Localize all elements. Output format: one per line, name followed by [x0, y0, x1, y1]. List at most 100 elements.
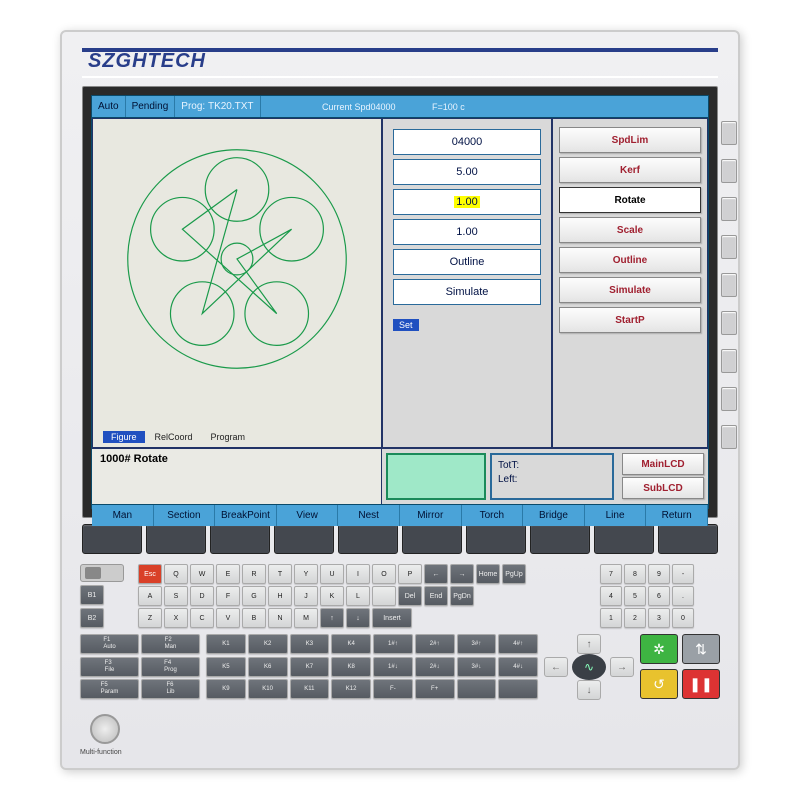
side-btn-8[interactable] [721, 387, 737, 411]
side-btn-3[interactable] [721, 197, 737, 221]
key-pgdn[interactable]: PgDn [450, 586, 474, 606]
btn-outline[interactable]: Outline [559, 247, 701, 273]
func-F-[interactable]: F- [373, 679, 413, 699]
macro-K8[interactable]: K8 [331, 657, 371, 677]
fkey-view[interactable]: View [277, 505, 339, 526]
key-o[interactable]: O [372, 564, 396, 584]
key-i[interactable]: I [346, 564, 370, 584]
key-q[interactable]: Q [164, 564, 188, 584]
key-k[interactable]: K [320, 586, 344, 606]
macro-K3[interactable]: K3 [290, 634, 330, 654]
fkey-bridge[interactable]: Bridge [523, 505, 585, 526]
hw-f6[interactable] [402, 524, 462, 554]
dpad-up[interactable]: ↑ [577, 634, 601, 654]
hw-f3[interactable] [210, 524, 270, 554]
numkey-2[interactable]: 2 [624, 608, 646, 628]
btn-spdlim[interactable]: SpdLim [559, 127, 701, 153]
menukey-param[interactable]: F5 Param [80, 679, 139, 699]
macro-K7[interactable]: K7 [290, 657, 330, 677]
key-down[interactable]: ↓ [346, 608, 370, 628]
key-f[interactable]: F [216, 586, 240, 606]
btn-stop[interactable]: ❚❚ [682, 669, 720, 699]
macro-K4[interactable]: K4 [331, 634, 371, 654]
key-z[interactable]: Z [138, 608, 162, 628]
key-c[interactable]: C [190, 608, 214, 628]
hw-f5[interactable] [338, 524, 398, 554]
key-u[interactable]: U [320, 564, 344, 584]
numkey-0[interactable]: 0 [672, 608, 694, 628]
menukey-man[interactable]: F2 Man [141, 634, 200, 654]
numkey-7[interactable]: 7 [600, 564, 622, 584]
macro-K1[interactable]: K1 [206, 634, 246, 654]
key-j[interactable]: J [294, 586, 318, 606]
key-m[interactable]: M [294, 608, 318, 628]
key-left[interactable]: ← [424, 564, 448, 584]
numkey-9[interactable]: 9 [648, 564, 670, 584]
key-t[interactable]: T [268, 564, 292, 584]
hw-f2[interactable] [146, 524, 206, 554]
numkey-8[interactable]: 8 [624, 564, 646, 584]
key-up[interactable]: ↑ [320, 608, 344, 628]
tab-relcoord[interactable]: RelCoord [147, 431, 201, 443]
side-btn-5[interactable] [721, 273, 737, 297]
numkey-4[interactable]: 4 [600, 586, 622, 606]
func-2#↓[interactable]: 2#↓ [415, 657, 455, 677]
[interactable] [498, 679, 538, 699]
[interactable] [457, 679, 497, 699]
btn-startp[interactable]: StartP [559, 307, 701, 333]
dpad-right[interactable]: → [610, 657, 634, 677]
func-1#↓[interactable]: 1#↓ [373, 657, 413, 677]
key-end[interactable]: End [424, 586, 448, 606]
key-g[interactable]: G [242, 586, 266, 606]
fkey-breakpoint[interactable]: BreakPoint [215, 505, 277, 526]
side-btn-2[interactable] [721, 159, 737, 183]
macro-K5[interactable]: K5 [206, 657, 246, 677]
key-h[interactable]: H [268, 586, 292, 606]
func-1#↑[interactable]: 1#↑ [373, 634, 413, 654]
btn-scale[interactable]: Scale [559, 217, 701, 243]
side-btn-7[interactable] [721, 349, 737, 373]
key-x[interactable]: X [164, 608, 188, 628]
macro-K10[interactable]: K10 [248, 679, 288, 699]
func-F+[interactable]: F+ [415, 679, 455, 699]
dpad-center[interactable]: ∿ [572, 654, 606, 680]
key-a[interactable]: A [138, 586, 162, 606]
func-3#↓[interactable]: 3#↓ [457, 657, 497, 677]
key-n[interactable]: N [268, 608, 292, 628]
fkey-torch[interactable]: Torch [462, 505, 524, 526]
key-d[interactable]: D [190, 586, 214, 606]
menukey-prog[interactable]: F4 Prog [141, 657, 200, 677]
key-p[interactable]: P [398, 564, 422, 584]
func-4#↓[interactable]: 4#↓ [498, 657, 538, 677]
hw-f7[interactable] [466, 524, 526, 554]
multifunction-knob[interactable] [90, 714, 120, 744]
key-esc[interactable]: Esc [138, 564, 162, 584]
dpad-left[interactable]: ← [544, 657, 568, 677]
fkey-nest[interactable]: Nest [338, 505, 400, 526]
key-w[interactable]: W [190, 564, 214, 584]
key-right[interactable]: → [450, 564, 474, 584]
macro-K6[interactable]: K6 [248, 657, 288, 677]
numkey-6[interactable]: 6 [648, 586, 670, 606]
macro-K9[interactable]: K9 [206, 679, 246, 699]
btn-simulate[interactable]: Simulate [559, 277, 701, 303]
dpad-down[interactable]: ↓ [577, 680, 601, 700]
feed-slider[interactable] [80, 564, 124, 582]
fkey-return[interactable]: Return [646, 505, 708, 526]
key-home[interactable]: Home [476, 564, 500, 584]
side-btn-9[interactable] [721, 425, 737, 449]
hw-f9[interactable] [594, 524, 654, 554]
btn-aux[interactable]: ⇅ [682, 634, 720, 664]
[interactable] [372, 586, 396, 606]
numkey-1[interactable]: 1 [600, 608, 622, 628]
key-b[interactable]: B [242, 608, 266, 628]
func-2#↑[interactable]: 2#↑ [415, 634, 455, 654]
numkey--[interactable]: - [672, 564, 694, 584]
hw-f8[interactable] [530, 524, 590, 554]
fkey-line[interactable]: Line [585, 505, 647, 526]
menukey-file[interactable]: F3 File [80, 657, 139, 677]
macro-K12[interactable]: K12 [331, 679, 371, 699]
hw-f4[interactable] [274, 524, 334, 554]
key-s[interactable]: S [164, 586, 188, 606]
btn-start[interactable]: ✲ [640, 634, 678, 664]
